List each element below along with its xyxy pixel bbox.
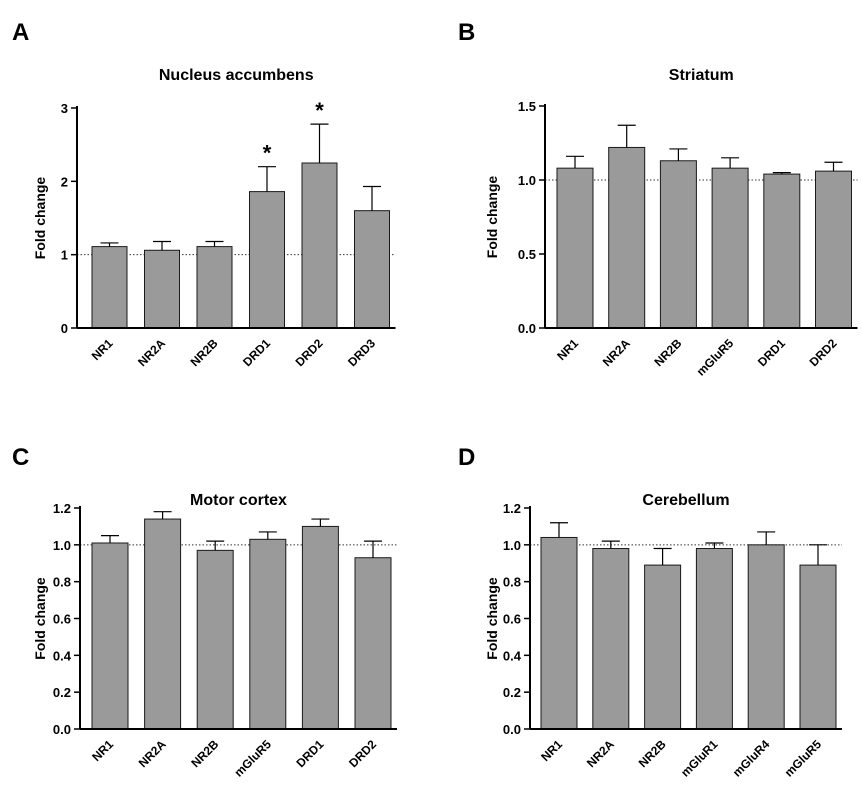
- bar-drd1: [301, 525, 339, 730]
- chart-title: Striatum: [669, 67, 734, 84]
- x-tick-label: DRD3: [345, 336, 378, 369]
- x-tick-label: DRD1: [755, 336, 788, 369]
- panel-letter: D: [458, 444, 475, 471]
- bar-nr2b: [196, 246, 233, 329]
- bar-nr2a: [144, 249, 180, 329]
- y-tick-label: 0.4: [503, 648, 522, 663]
- x-tick-label: NR1: [89, 737, 116, 764]
- x-tick-label: mGluR4: [730, 737, 773, 780]
- y-tick-label: 1.2: [503, 501, 521, 516]
- bar-mglur1: [695, 548, 733, 730]
- x-tick-label: DRD2: [807, 336, 840, 369]
- y-tick-label: 0.0: [503, 722, 521, 737]
- bar-nr2a: [592, 548, 630, 730]
- x-tick-label: NR2B: [636, 737, 669, 770]
- y-tick-label: 1.0: [518, 173, 536, 188]
- bar-nr2a: [608, 146, 646, 329]
- panel-a: A Nucleus accumbens Fold change NR1 NR2A NR2B…: [12, 19, 396, 369]
- bar-mglur4: [747, 544, 785, 730]
- bar-nr1: [556, 167, 594, 329]
- bar-mglur5: [711, 167, 749, 329]
- x-tick-label: NR2A: [135, 336, 168, 369]
- bar-nr2b: [659, 160, 697, 329]
- panel-letter: A: [12, 19, 29, 46]
- bar-nr1: [91, 542, 129, 730]
- x-tick-label: NR2B: [188, 336, 221, 369]
- x-tick-label: NR2A: [584, 737, 617, 770]
- y-tick-label: 0.0: [53, 722, 71, 737]
- y-tick-label: 0.8: [53, 575, 71, 590]
- bar-drd2: [815, 170, 852, 329]
- x-tick-label: DRD2: [346, 737, 379, 770]
- y-tick-label: 0.0: [518, 321, 536, 336]
- chart-title: Nucleus accumbens: [159, 67, 314, 84]
- chart-title: Motor cortex: [190, 492, 287, 509]
- x-tick-label: DRD2: [293, 336, 326, 369]
- bar-nr2b: [644, 564, 682, 730]
- x-tick-label: DRD1: [294, 737, 327, 770]
- bar-drd3: [354, 210, 390, 329]
- y-tick-label: 1.2: [53, 501, 71, 516]
- panel-c: C Motor cortex Fold change NR1 NR2A NR2B mGluR…: [12, 444, 397, 780]
- y-tick-label: 0.6: [503, 612, 521, 627]
- x-tick-label: NR1: [538, 737, 565, 764]
- x-tick-label: NR2A: [600, 336, 633, 369]
- y-axis-label: Fold change: [484, 577, 500, 660]
- x-tick-label: NR2B: [652, 336, 685, 369]
- significance-marker: *: [315, 98, 324, 123]
- y-tick-label: 0.4: [53, 648, 72, 663]
- x-tick-label: NR1: [89, 336, 116, 363]
- x-tick-label: mGluR5: [782, 737, 825, 780]
- x-tick-label: mGluR5: [694, 336, 737, 379]
- x-tick-label: NR1: [554, 336, 581, 363]
- x-tick-label: mGluR5: [231, 737, 274, 780]
- y-axis-label: Fold change: [32, 177, 48, 260]
- y-tick-label: 0.2: [503, 685, 521, 700]
- y-axis-label: Fold change: [32, 577, 48, 660]
- bar-mglur5: [249, 538, 287, 730]
- y-tick-label: 0.8: [503, 575, 521, 590]
- y-axis-label: Fold change: [484, 176, 500, 259]
- bar-drd2: [301, 162, 338, 329]
- x-tick-label: NR2B: [188, 737, 221, 770]
- bar-nr2a: [144, 518, 182, 730]
- panel-letter: C: [12, 444, 29, 471]
- bar-mglur5: [799, 564, 837, 730]
- chart-title: Cerebellum: [642, 492, 729, 509]
- y-tick-label: 2: [61, 174, 68, 189]
- y-tick-label: 1.0: [53, 538, 71, 553]
- y-tick-label: 1.0: [503, 538, 521, 553]
- y-tick-label: 1.5: [518, 99, 536, 114]
- y-tick-label: 0: [61, 321, 68, 336]
- bar-drd1: [249, 191, 285, 329]
- x-tick-label: NR2A: [136, 737, 169, 770]
- bar-nr2b: [196, 549, 234, 730]
- significance-marker: *: [263, 141, 272, 166]
- panel-letter: B: [458, 19, 475, 46]
- x-tick-label: DRD1: [240, 336, 273, 369]
- y-tick-label: 3: [61, 101, 68, 116]
- y-tick-label: 1: [61, 248, 68, 263]
- bar-nr1: [540, 536, 578, 730]
- x-tick-label: mGluR1: [678, 737, 721, 780]
- y-tick-label: 0.5: [518, 247, 536, 262]
- panel-b: B Striatum Fold change NR1 NR2A NR2B mGluR5 DRD…: [458, 19, 858, 379]
- y-tick-label: 0.2: [53, 685, 71, 700]
- y-tick-label: 0.6: [53, 612, 71, 627]
- bar-nr1: [91, 246, 128, 329]
- bar-drd1: [763, 173, 801, 329]
- bar-drd2: [354, 557, 392, 730]
